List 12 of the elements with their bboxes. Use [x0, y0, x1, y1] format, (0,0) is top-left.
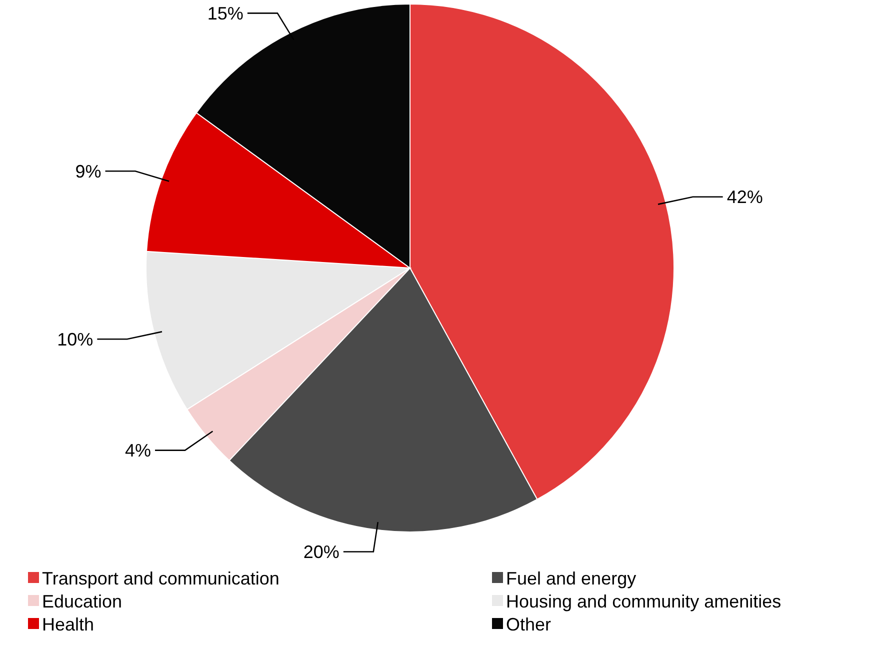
data-label: 9% [75, 161, 102, 182]
legend-label: Fuel and energy [506, 568, 636, 588]
legend-label: Health [42, 614, 94, 634]
data-label: 42% [726, 187, 763, 208]
data-label: 4% [124, 440, 152, 461]
data-label: 20% [303, 542, 340, 562]
data-label: 15% [207, 3, 244, 24]
legend-label: Other [506, 614, 552, 634]
data-label: 10% [57, 329, 94, 350]
legend-label: Transport and communication [42, 568, 280, 588]
legend-label: Education [42, 591, 122, 612]
legend-label: Housing and community amenities [506, 591, 782, 612]
